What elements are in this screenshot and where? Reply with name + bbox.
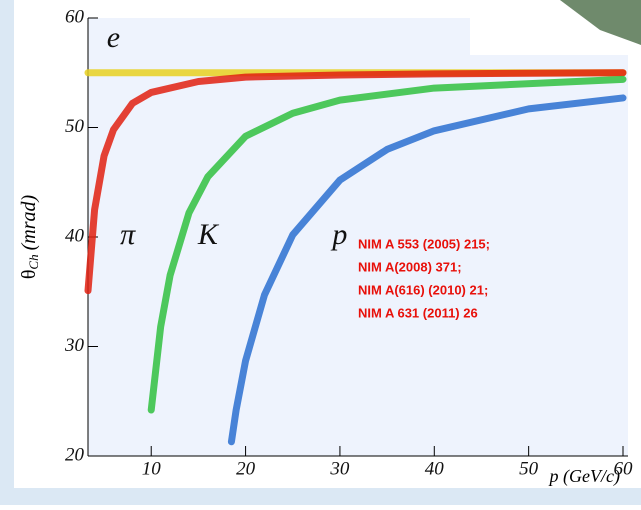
x-tick-label: 60 bbox=[614, 458, 634, 479]
band bbox=[147, 75, 627, 414]
reference: NIM A(2008) 371; bbox=[358, 259, 462, 274]
band bbox=[84, 69, 627, 295]
y-tick-label: 40 bbox=[65, 225, 85, 246]
reference: NIM A 553 (2005) 215; bbox=[358, 236, 490, 251]
x-tick-label: 30 bbox=[329, 458, 350, 479]
y-axis-title: θCh (mrad) bbox=[18, 195, 41, 280]
reference: NIM A 631 (2011) 26 bbox=[358, 305, 478, 320]
x-tick-label: 20 bbox=[236, 458, 256, 479]
y-subscript: Ch bbox=[26, 254, 41, 269]
band-label: p bbox=[330, 218, 347, 251]
y-unit: (mrad) bbox=[18, 195, 40, 251]
band-label: K bbox=[197, 218, 220, 251]
bottom-strip bbox=[0, 488, 641, 505]
y-tick-label: 30 bbox=[64, 335, 85, 356]
band-label: e bbox=[107, 21, 120, 54]
x-tick-label: 10 bbox=[142, 458, 162, 479]
y-symbol: θ bbox=[18, 270, 40, 280]
reference: NIM A(616) (2010) 21; bbox=[358, 282, 488, 297]
y-tick-label: 60 bbox=[65, 6, 85, 27]
x-axis-title: p (GeV/c) bbox=[548, 466, 620, 487]
y-tick-label: 20 bbox=[65, 444, 85, 465]
band-label: π bbox=[120, 218, 136, 251]
band bbox=[227, 94, 627, 446]
x-tick-label: 50 bbox=[519, 458, 539, 479]
y-tick-label: 50 bbox=[65, 116, 85, 137]
x-tick-label: 40 bbox=[425, 458, 445, 479]
detector-photo bbox=[560, 0, 641, 45]
plot-area bbox=[88, 18, 628, 456]
side-strip bbox=[0, 0, 14, 505]
